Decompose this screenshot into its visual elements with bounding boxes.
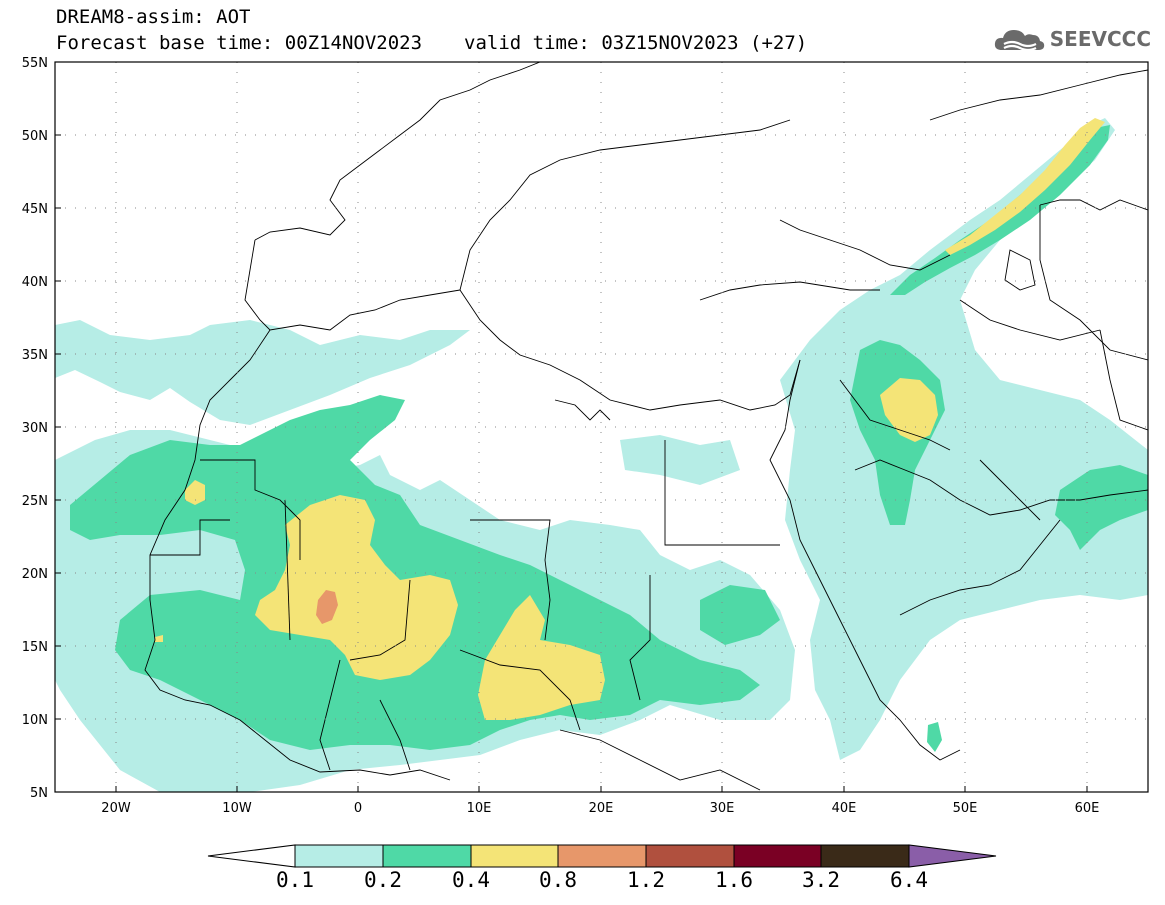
lat-label-20n: 20N [22, 567, 48, 582]
graticule [55, 62, 1148, 792]
colorbar-segment-2 [470, 844, 559, 868]
lat-label-45n: 45N [22, 202, 48, 217]
lon-label-50e: 50E [953, 801, 978, 816]
lon-label-40e: 40E [832, 801, 857, 816]
cloud-icon [994, 30, 1044, 52]
latitude-labels: 55N 50N 45N 40N 35N 30N 25N 20N 15N 10N … [22, 56, 48, 801]
colorbar-segment-5 [733, 844, 822, 868]
lon-label-10w: 10W [222, 801, 252, 816]
aot-contour-0-4 [155, 118, 1105, 720]
colorbar-segment-1 [382, 844, 472, 868]
lat-label-30n: 30N [22, 421, 48, 436]
colorbar-segment-0 [294, 844, 384, 868]
lat-label-15n: 15N [22, 640, 48, 655]
colorbar-label-6-4: 6.4 [890, 868, 928, 892]
colorbar [207, 844, 997, 868]
country-borders [144, 62, 1148, 791]
lon-label-30e: 30E [710, 801, 735, 816]
axis-ticks [55, 134, 1088, 792]
colorbar-label-0-1: 0.1 [276, 868, 314, 892]
lat-label-25n: 25N [22, 494, 48, 509]
valid-time: valid time: 03Z15NOV2023 (+27) [464, 32, 808, 54]
lat-label-10n: 10N [22, 713, 48, 728]
lon-label-20e: 20E [589, 801, 614, 816]
lat-label-55n: 55N [22, 56, 48, 71]
lon-label-60e: 60E [1075, 801, 1100, 816]
lat-label-5n: 5N [30, 786, 48, 801]
logo-text: SEEVCCC [1049, 27, 1151, 51]
colorbar-segment-6 [820, 844, 910, 868]
forecast-times: Forecast base time: 00Z14NOV2023 valid ti… [56, 32, 807, 54]
colorbar-segment-3 [557, 844, 647, 868]
colorbar-label-0-2: 0.2 [364, 868, 402, 892]
colorbar-segment-4 [645, 844, 735, 868]
map-title: DREAM8-assim: AOT [56, 6, 251, 28]
colorbar-label-3-2: 3.2 [802, 868, 840, 892]
colorbar-label-0-4: 0.4 [452, 868, 490, 892]
lon-label-0: 0 [354, 801, 362, 816]
lat-label-50n: 50N [22, 129, 48, 144]
base-time: Forecast base time: 00Z14NOV2023 [56, 32, 423, 54]
lat-label-40n: 40N [22, 275, 48, 290]
aot-contour-0-8 [316, 590, 338, 624]
lat-label-35n: 35N [22, 348, 48, 363]
lon-label-10e: 10E [467, 801, 492, 816]
colorbar-over-arrow [908, 844, 997, 868]
colorbar-label-1-6: 1.6 [715, 868, 753, 892]
colorbar-label-0-8: 0.8 [539, 868, 577, 892]
seevccc-logo: SEEVCCC [992, 22, 1151, 56]
colorbar-under-arrow [207, 844, 296, 868]
colorbar-label-1-2: 1.2 [627, 868, 665, 892]
lon-label-20w: 20W [101, 801, 131, 816]
longitude-labels: 20W 10W 0 10E 20E 30E 40E 50E 60E [101, 801, 1099, 816]
